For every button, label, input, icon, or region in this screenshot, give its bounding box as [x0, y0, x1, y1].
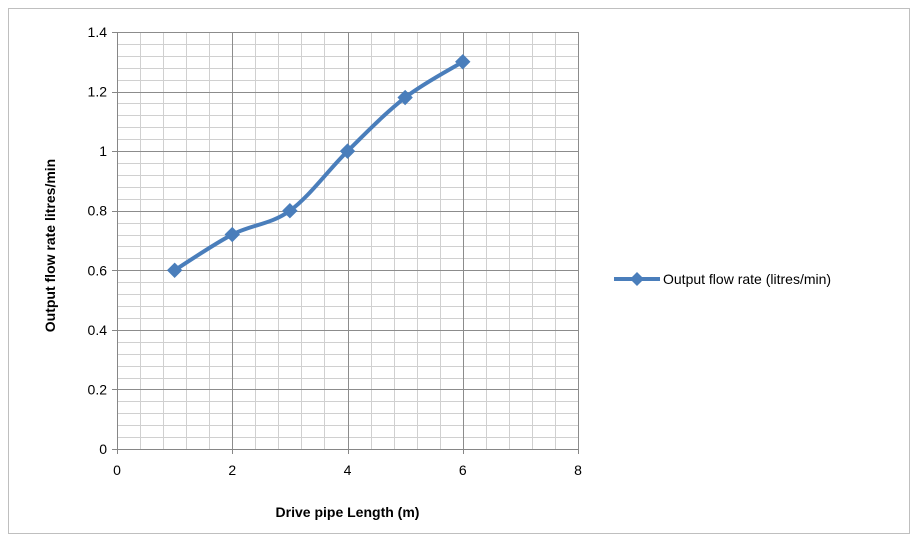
y-tick-label: 0.4 — [88, 322, 108, 338]
legend-label: Output flow rate (litres/min) — [663, 271, 831, 287]
axes — [112, 32, 579, 454]
x-tick-labels: 0 2 4 6 8 — [113, 462, 582, 478]
series-line-0 — [172, 59, 465, 273]
y-tick-label: 1 — [99, 143, 107, 159]
minor-gridlines — [117, 32, 579, 450]
series-layer — [166, 54, 471, 278]
x-tick-label: 6 — [459, 462, 467, 478]
x-tick-label: 8 — [574, 462, 582, 478]
y-tick-label: 0.8 — [88, 203, 108, 219]
x-axis-title: Drive pipe Length (m) — [276, 504, 420, 520]
y-tick-labels: 0 0.2 0.4 0.6 0.8 1 1.2 1.4 — [88, 24, 108, 457]
data-point-marker — [455, 54, 471, 70]
y-tick-label: 0.6 — [88, 262, 108, 278]
y-tick-label: 0.2 — [88, 381, 108, 397]
y-tick-label: 1.2 — [88, 84, 108, 100]
y-tick-label: 1.4 — [88, 24, 108, 40]
y-axis-title: Output flow rate litres/min — [42, 159, 58, 332]
x-tick-label: 4 — [344, 462, 352, 478]
data-point-marker — [166, 262, 183, 278]
legend: Output flow rate (litres/min) — [614, 271, 831, 287]
data-point-marker — [224, 226, 240, 243]
data-point-marker — [339, 143, 356, 159]
data-point-marker — [282, 203, 298, 219]
y-tick-label: 0 — [99, 441, 107, 457]
x-tick-label: 2 — [228, 462, 236, 478]
data-point-marker — [397, 89, 413, 106]
legend-diamond-marker — [630, 272, 644, 286]
x-tick-label: 0 — [113, 462, 121, 478]
